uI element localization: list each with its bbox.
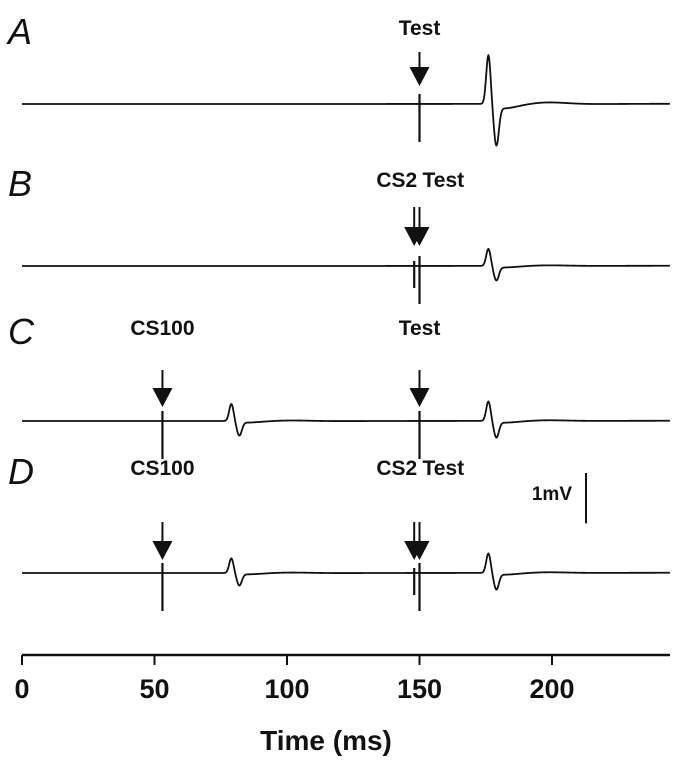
x-axis: 0 50 100 150 200 Time (ms) <box>14 653 670 756</box>
trace-d <box>21 552 671 591</box>
stimulus-arrow-icon <box>409 227 430 246</box>
x-tick-label: 50 <box>139 674 169 704</box>
panel-label-d: D <box>8 451 34 492</box>
stimulus-arrow-icon <box>409 67 430 86</box>
x-tick-label: 200 <box>529 674 574 704</box>
trace-a <box>21 54 671 147</box>
stimulus-label-test: Test <box>399 17 441 40</box>
stimulus-arrow-icon <box>409 388 430 407</box>
stimulus-label-test: Test <box>423 169 465 192</box>
x-axis-title: Time (ms) <box>260 725 392 756</box>
x-tick-label: 150 <box>397 674 442 704</box>
panel-label-b: B <box>8 163 32 204</box>
stimulus-arrow-icon <box>409 541 430 560</box>
stimulus-label-test: Test <box>399 317 441 340</box>
stimulus-label-cs2: CS2 <box>376 169 417 192</box>
panel-d: D CS100 CS2 Test <box>8 451 671 611</box>
scale-bar: 1mV <box>532 473 587 524</box>
trace-c <box>21 400 671 439</box>
panels-group: A Test B CS2 Test C CS100 Test D CS100 CS2 Test <box>6 11 671 611</box>
x-tick-label: 100 <box>264 674 309 704</box>
stimulus-label-cs100: CS100 <box>130 317 194 340</box>
panel-c: C CS100 Test <box>8 311 671 459</box>
panel-a: A Test <box>6 11 671 147</box>
panel-b: B CS2 Test <box>8 163 671 304</box>
stimulus-label-cs2: CS2 <box>376 457 417 480</box>
stimulus-arrow-icon <box>152 541 173 560</box>
panel-label-a: A <box>6 11 32 52</box>
panel-label-c: C <box>8 311 35 352</box>
stimulus-arrow-icon <box>152 388 173 407</box>
scale-bar-label: 1mV <box>532 484 572 505</box>
stimulus-label-cs100: CS100 <box>130 457 194 480</box>
stimulus-label-test: Test <box>423 457 465 480</box>
x-tick-label: 0 <box>14 674 29 704</box>
trace-b <box>21 247 671 282</box>
